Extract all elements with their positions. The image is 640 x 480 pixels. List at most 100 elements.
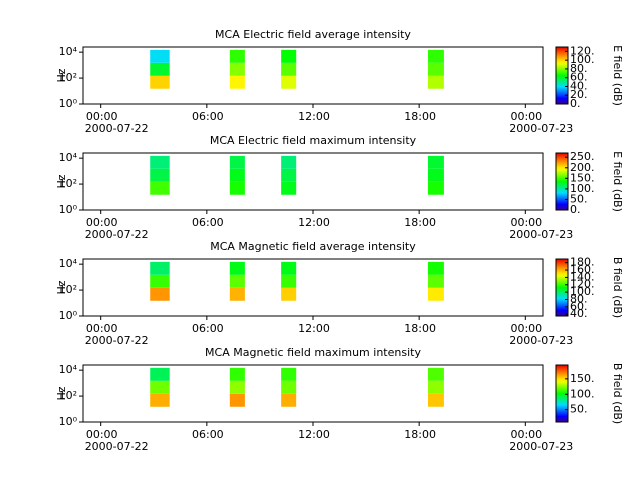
colorbar-tick-label: 100.: [570, 387, 595, 400]
spectrogram-cell: [150, 181, 170, 195]
spectrogram-cell: [229, 75, 245, 89]
colorbar-tick-label: 20.: [570, 88, 588, 101]
spectrogram-cell: [229, 287, 245, 301]
colorbar-label: E field (dB): [611, 151, 624, 212]
spectrogram-cell: [281, 380, 297, 394]
x-tick-label: 12:00: [298, 110, 330, 123]
x-tick-label: 00:00: [86, 216, 118, 229]
colorbar: [555, 258, 569, 317]
colorbar-label: E field (dB): [611, 45, 624, 106]
x-tick-label: 06:00: [192, 110, 224, 123]
spectrogram-cell: [229, 261, 245, 275]
y-tick-label: 10⁴: [59, 151, 78, 164]
spectrogram-cell: [281, 168, 297, 182]
spectrogram-cell: [281, 367, 297, 381]
x-tick-label: 00:00: [510, 110, 542, 123]
date-label: 2000-07-23: [509, 334, 573, 347]
x-tick-label: 00:00: [510, 216, 542, 229]
x-tick-label: 00:00: [510, 322, 542, 335]
y-tick-label: 10⁰: [59, 415, 78, 428]
spectrogram-cell: [428, 181, 444, 195]
x-tick-label: 12:00: [298, 322, 330, 335]
y-tick-label: 10⁰: [59, 309, 78, 322]
x-tick-label: 06:00: [192, 428, 224, 441]
spectrogram-cell: [150, 367, 170, 381]
spectrogram-cell: [229, 181, 245, 195]
spectrogram-cell: [428, 261, 444, 275]
colorbar-tick-label: 200.: [570, 161, 595, 174]
spectrogram-cell: [229, 49, 245, 63]
spectrogram-cell: [150, 75, 170, 89]
spectrogram-cell: [150, 380, 170, 394]
spectrogram-cell: [428, 287, 444, 301]
date-label: 2000-07-22: [85, 440, 149, 453]
colorbar-tick-label: 40.: [570, 79, 588, 92]
spectrogram-cell: [150, 155, 170, 169]
colorbar-tick-label: 180.: [570, 256, 595, 269]
x-tick-label: 18:00: [404, 322, 436, 335]
x-tick-label: 18:00: [404, 110, 436, 123]
colorbar-tick-label: 160.: [570, 263, 595, 276]
x-tick-label: 00:00: [510, 428, 542, 441]
x-tick-label: 18:00: [404, 216, 436, 229]
y-axis-label: Hz: [55, 386, 68, 400]
chart-title: MCA Electric field maximum intensity: [210, 134, 417, 147]
y-tick-label: 10⁴: [59, 45, 78, 58]
spectrogram-cell: [150, 287, 170, 301]
colorbar-tick-label: 100.: [570, 285, 595, 298]
spectrogram-cell: [281, 155, 297, 169]
spectrogram-cell: [428, 75, 444, 89]
spectrogram-cell: [428, 393, 444, 407]
colorbar-tick-label: 150.: [570, 372, 595, 385]
y-tick-label: 10²: [59, 283, 77, 296]
colorbar-tick-label: 100.: [570, 53, 595, 66]
spectrogram-cell: [229, 62, 245, 76]
x-tick-label: 00:00: [86, 110, 118, 123]
colorbar-tick-label: 0.: [570, 203, 581, 216]
spectrogram-cell: [281, 62, 297, 76]
spectrogram-cell: [150, 274, 170, 288]
spectrogram-cell: [281, 75, 297, 89]
spectrogram-cell: [428, 380, 444, 394]
colorbar-tick-label: 60.: [570, 300, 588, 313]
y-tick-label: 10⁴: [59, 363, 78, 376]
colorbar-tick-label: 50.: [570, 403, 588, 416]
colorbar-tick-label: 100.: [570, 182, 595, 195]
colorbar-tick-label: 40.: [570, 307, 588, 320]
spectrogram-cell: [428, 62, 444, 76]
colorbar-tick-label: 140.: [570, 270, 595, 283]
colorbar: [555, 152, 569, 211]
spectrogram-cell: [229, 367, 245, 381]
y-axis-label: Hz: [55, 280, 68, 294]
colorbar-label: B field (dB): [611, 257, 624, 318]
spectrogram-cell: [428, 155, 444, 169]
spectrogram-cell: [150, 393, 170, 407]
date-label: 2000-07-23: [509, 122, 573, 135]
y-tick-label: 10²: [59, 389, 77, 402]
spectrogram-cell: [150, 168, 170, 182]
spectrogram-cell: [281, 287, 297, 301]
y-tick-label: 10²: [59, 177, 77, 190]
colorbar-tick-label: 250.: [570, 150, 595, 163]
date-label: 2000-07-23: [509, 440, 573, 453]
spectrogram-cell: [229, 274, 245, 288]
date-label: 2000-07-22: [85, 334, 149, 347]
colorbar-tick-label: 50.: [570, 192, 588, 205]
chart-title: MCA Magnetic field average intensity: [210, 240, 416, 253]
spectrogram-cell: [229, 393, 245, 407]
x-tick-label: 12:00: [298, 216, 330, 229]
spectrogram-cell: [229, 168, 245, 182]
spectrogram-cell: [428, 274, 444, 288]
colorbar-label: B field (dB): [611, 363, 624, 424]
colorbar-tick-label: 80.: [570, 62, 588, 75]
colorbar-tick-label: 80.: [570, 292, 588, 305]
y-tick-label: 10²: [59, 71, 77, 84]
x-tick-label: 12:00: [298, 428, 330, 441]
spectrogram-cell: [281, 393, 297, 407]
spectrogram-cell: [428, 168, 444, 182]
y-tick-label: 10⁰: [59, 203, 78, 216]
x-tick-label: 18:00: [404, 428, 436, 441]
x-tick-label: 06:00: [192, 322, 224, 335]
spectrogram-cell: [281, 261, 297, 275]
